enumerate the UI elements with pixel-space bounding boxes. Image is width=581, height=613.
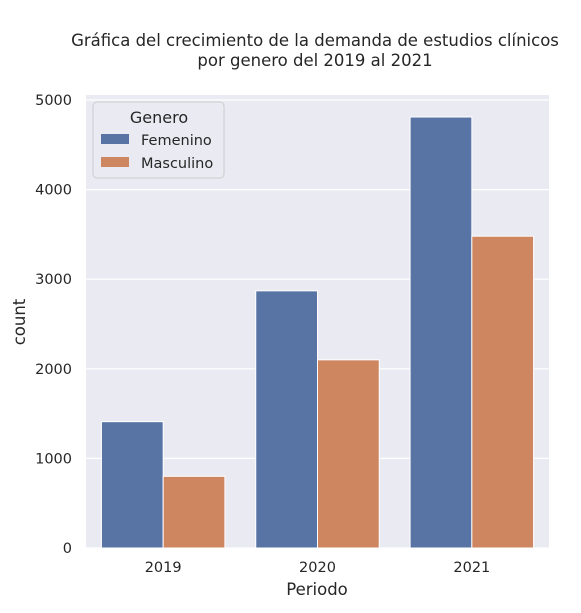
chart-title-line-2: por genero del 2019 al 2021 bbox=[197, 51, 432, 70]
bar-masculino-2020 bbox=[317, 359, 380, 549]
x-tick-label: 2021 bbox=[453, 560, 490, 576]
legend-title: Genero bbox=[130, 108, 188, 127]
x-tick-labels: 2019 2020 2021 bbox=[145, 560, 491, 576]
legend-swatch-masculino bbox=[101, 157, 129, 167]
y-tick-labels: 0 1000 2000 3000 4000 5000 bbox=[35, 93, 72, 557]
x-tick-label: 2019 bbox=[145, 560, 182, 576]
y-tick-label: 3000 bbox=[35, 272, 72, 288]
bars bbox=[100, 116, 535, 549]
y-axis-label: count bbox=[10, 298, 29, 345]
x-axis-label: Periodo bbox=[286, 580, 348, 599]
bar-femenino-2019 bbox=[100, 421, 164, 549]
legend-swatch-femenino bbox=[101, 134, 129, 144]
y-tick-label: 1000 bbox=[35, 451, 72, 467]
bar-masculino-2019 bbox=[162, 475, 226, 549]
bar-femenino-2020 bbox=[255, 290, 318, 549]
y-tick-label: 2000 bbox=[35, 362, 72, 378]
legend: Genero Femenino Masculino bbox=[92, 101, 225, 179]
y-tick-label: 0 bbox=[63, 541, 72, 557]
y-tick-label: 4000 bbox=[35, 183, 72, 199]
bar-masculino-2021 bbox=[471, 235, 535, 549]
bar-femenino-2021 bbox=[409, 116, 473, 549]
y-tick-label: 5000 bbox=[35, 93, 72, 109]
legend-label-masculino: Masculino bbox=[141, 156, 213, 172]
legend-label-femenino: Femenino bbox=[141, 133, 212, 149]
chart-title-line-1: Gráfica del crecimiento de la demanda de… bbox=[71, 31, 559, 50]
x-tick-label: 2020 bbox=[299, 560, 336, 576]
